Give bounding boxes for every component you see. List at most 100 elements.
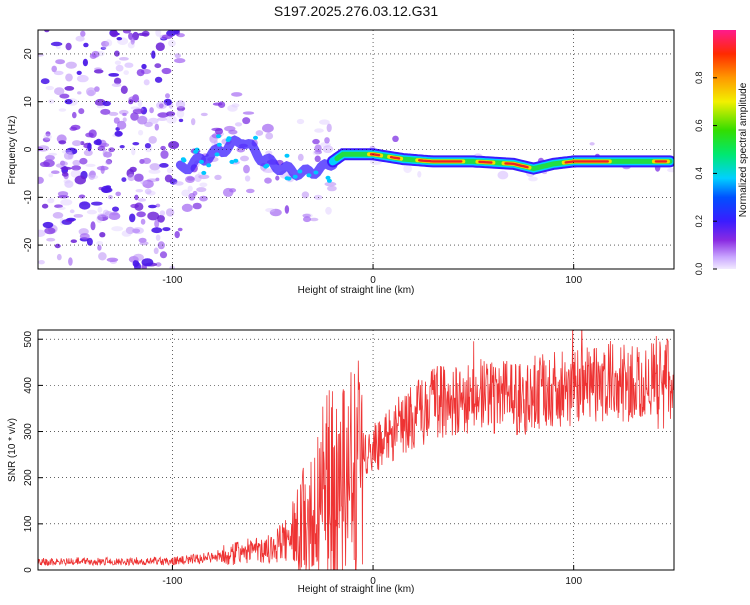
heatmap-cell (48, 152, 58, 156)
heatmap-cell (51, 170, 60, 174)
heatmap-cell (122, 30, 131, 34)
colorbar: 0.0 0.2 0.4 0.6 0.8 Normalized spectral ampl… (694, 30, 749, 275)
heatmap-cell (74, 175, 87, 185)
heatmap-cell (234, 122, 243, 127)
heatmap-cell (161, 34, 173, 40)
ridge-blob (313, 170, 319, 175)
heatmap-cell (65, 42, 72, 51)
heatmap-cell (85, 132, 94, 138)
heatmap-cell (198, 174, 210, 180)
heatmap-cell (41, 203, 49, 209)
heatmap-cell (58, 140, 67, 145)
heatmap-cell (177, 227, 183, 232)
heatmap-cell (142, 157, 152, 164)
heatmap-cell (58, 108, 67, 112)
heatmap-cell (132, 253, 144, 261)
heatmap-cell (68, 257, 73, 266)
ridge-blob (253, 135, 258, 140)
heatmap-cell (243, 164, 250, 174)
snr-y-tick-label: 300 (23, 423, 34, 440)
heatmap-cell (137, 99, 143, 108)
heatmap-cell (67, 151, 74, 160)
heatmap-x-tick-label: -100 (162, 275, 182, 286)
heatmap-cell (93, 69, 104, 74)
heatmap-cell (40, 78, 50, 85)
heatmap-cell (88, 171, 96, 180)
heatmap-cell (121, 177, 127, 183)
heatmap-cell (155, 234, 161, 241)
figure-title: S197.2025.276.03.12.G31 (274, 3, 438, 19)
heatmap-cell (90, 221, 96, 231)
heatmap-cell (47, 198, 55, 204)
heatmap-cell (154, 219, 160, 228)
ridge-blob (263, 164, 269, 169)
heatmap-cell (116, 37, 123, 41)
heatmap-cell (322, 145, 334, 154)
heatmap-cell (61, 172, 69, 177)
heatmap-cell (73, 214, 84, 218)
heatmap-cell (89, 174, 99, 180)
heatmap-cell (147, 211, 160, 221)
heatmap-cell (61, 149, 73, 154)
heatmap-cell (312, 138, 320, 145)
heatmap-cell (125, 226, 135, 235)
heatmap-cell (139, 241, 149, 246)
snr-x-tick-label: -100 (162, 576, 182, 587)
heatmap-cell (284, 205, 290, 214)
heatmap-cell (157, 117, 168, 121)
heatmap-cell (320, 142, 331, 148)
heatmap-cell (105, 39, 113, 47)
heatmap-cell (55, 59, 65, 65)
heatmap-x-axis-label: Height of straight line (km) (298, 285, 415, 296)
heatmap-cell (173, 30, 180, 35)
heatmap-cell (50, 41, 63, 47)
heatmap-cell (75, 35, 85, 42)
heatmap-cell (159, 251, 168, 259)
heatmap-cell (39, 161, 50, 167)
heatmap-cell (108, 111, 119, 116)
heatmap-cell (97, 244, 102, 251)
heatmap-cell (140, 218, 146, 225)
heatmap-cell (174, 53, 181, 59)
heatmap-cell (138, 129, 144, 136)
heatmap-cell (255, 130, 264, 136)
heatmap-cell (214, 174, 222, 180)
heatmap-cell (76, 74, 89, 83)
heatmap-cell (199, 182, 208, 188)
heatmap-cell (105, 159, 113, 165)
heatmap-cell (56, 45, 61, 49)
heatmap-cell (85, 163, 96, 167)
heatmap-cell (199, 195, 208, 202)
heatmap-cell (174, 181, 184, 186)
heatmap-cell (244, 175, 251, 182)
heatmap-cell (301, 191, 310, 199)
heatmap-cell (154, 123, 159, 131)
heatmap-cell (118, 57, 129, 61)
heatmap-cell (149, 163, 161, 171)
heatmap-cell (265, 132, 274, 140)
ridge-blob (216, 142, 222, 147)
heatmap-cell (112, 206, 119, 212)
heatmap-cell (129, 166, 137, 173)
heatmap-cell (135, 189, 144, 193)
colorbar-tick-label: 0.6 (694, 119, 704, 132)
heatmap-cell (79, 201, 91, 210)
heatmap-cell (275, 175, 280, 181)
heatmap-y-tick-label: -20 (23, 237, 34, 252)
heatmap-cell (133, 173, 144, 182)
heatmap-y-tick-label: 0 (23, 146, 34, 152)
heatmap-cell (136, 211, 146, 218)
heatmap-cell (309, 217, 319, 222)
heatmap-cell (101, 45, 107, 50)
ridge-blob (306, 173, 312, 178)
heatmap-cell (155, 42, 165, 51)
heatmap-cell (80, 30, 86, 37)
heatmap-cell (108, 147, 115, 153)
heatmap-cell (164, 174, 173, 183)
heatmap-cell (160, 150, 169, 159)
heatmap-cell (326, 123, 332, 133)
heatmap-cell (327, 185, 337, 192)
heatmap-cell (192, 202, 202, 210)
heatmap-cell (79, 233, 90, 240)
